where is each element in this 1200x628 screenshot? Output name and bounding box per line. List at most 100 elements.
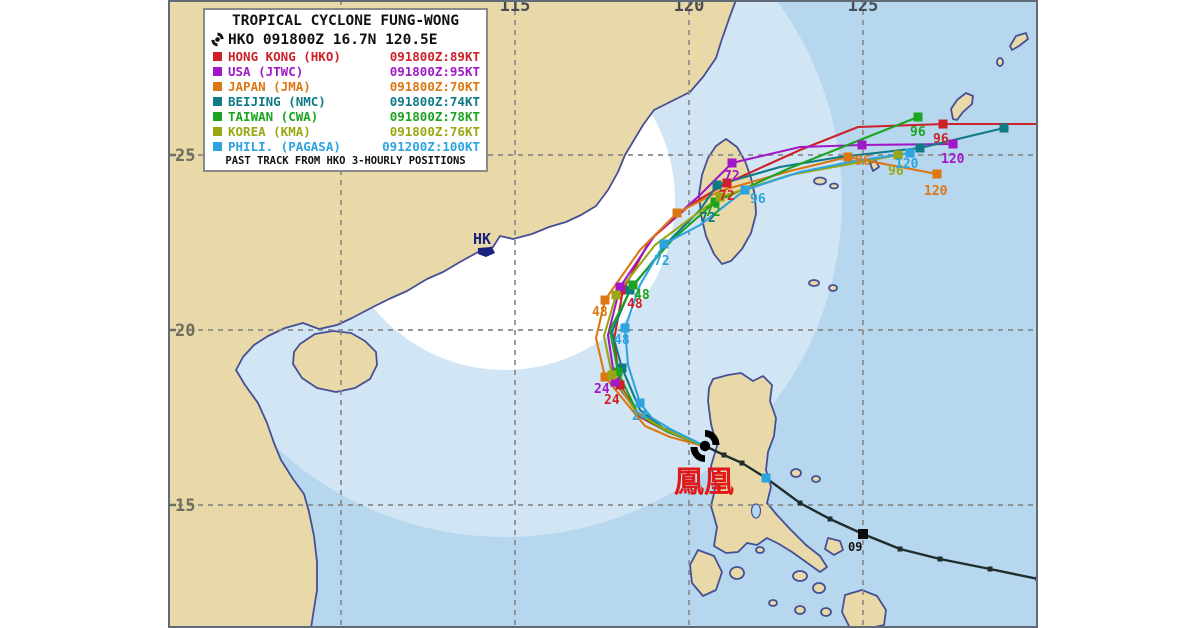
track-hour-label-CWA: 96 [910, 125, 926, 140]
legend-agency-name: USA (JTWC) [228, 64, 304, 79]
island [729, 566, 745, 580]
legend-box: TROPICAL CYCLONE FUNG-WONG HKO 091800Z 1… [203, 8, 488, 172]
island [996, 57, 1004, 67]
track-hour-label-JTWC: 24 [594, 382, 610, 397]
track-marker-HKO [615, 380, 625, 390]
track-marker-HKO [938, 119, 948, 129]
track-marker-PAGASA [620, 323, 630, 333]
track-marker-NMC [712, 180, 722, 190]
legend-agency-name: PHILI. (PAGASA) [228, 139, 341, 154]
legend-agency-value: 091200Z:100KT [382, 139, 480, 154]
track-hour-label-PAGASA: 48 [614, 333, 630, 348]
track-hour-label-PAGASA: 24 [632, 409, 648, 424]
land-samar [841, 589, 887, 628]
island [828, 284, 838, 292]
svg-text:115: 115 [500, 0, 531, 16]
legend-row-3: BEIJING (NMC) 091800Z:74KT [211, 94, 480, 109]
legend-agency-name: HONG KONG (HKO) [228, 49, 341, 64]
track-line-KMA [602, 153, 899, 448]
legend-agency-name: KOREA (KMA) [228, 124, 311, 139]
island [812, 582, 826, 594]
storm-name-chinese: 鳳凰 [674, 465, 734, 500]
legend-agency-value: 091800Z:89KT [389, 49, 480, 64]
legend-row-2: JAPAN (JMA) 091800Z:70KT [211, 79, 480, 94]
island [811, 475, 821, 483]
legend-row-6: PHILI. (PAGASA) 091200Z:100KT [211, 139, 480, 154]
track-marker-NMC [625, 285, 635, 295]
legend-row-4: TAIWAN (CWA) 091800Z:78KT [211, 109, 480, 124]
track-marker-KMA [893, 150, 903, 160]
track-hour-label-PAGASA: 120 [895, 157, 919, 172]
track-hour-label-HKO: 48 [627, 297, 643, 312]
track-marker-PAGASA [761, 473, 771, 483]
track-marker-PAGASA [635, 398, 645, 408]
legend-position-text: HKO 091800Z 16.7N 120.5E [228, 31, 438, 48]
track-marker-CWA [628, 280, 638, 290]
legend-agency-name: JAPAN (JMA) [228, 79, 311, 94]
track-marker-CWA [613, 367, 623, 377]
track-marker-JTWC [615, 282, 625, 292]
legend-swatch-icon [213, 82, 222, 91]
island [755, 546, 765, 554]
track-hour-label-JTWC: 120 [941, 152, 965, 167]
legend-agency-value: 091800Z:74KT [389, 94, 480, 109]
track-hour-label-JTWC: 72 [724, 169, 740, 184]
island-ishigaki [829, 182, 839, 190]
typhoon-symbol-icon [211, 32, 224, 47]
svg-text:15: 15 [175, 496, 195, 516]
track-hour-label-PAGASA: 72 [654, 254, 670, 269]
legend-agency-value: 091800Z:70KT [389, 79, 480, 94]
legend-position-line: HKO 091800Z 16.7N 120.5E [211, 30, 480, 49]
track-marker-PAGASA [740, 185, 750, 195]
track-marker-JTWC [610, 377, 620, 387]
island [820, 607, 832, 617]
hk-label: HK [473, 230, 491, 248]
legend-swatch-icon [213, 67, 222, 76]
track-hour-label-CWA: 48 [634, 288, 650, 303]
island [768, 599, 778, 607]
legend-row-5: KOREA (KMA) 091800Z:76KT [211, 124, 480, 139]
track-marker-KMA [611, 290, 621, 300]
hk-landmark [478, 247, 495, 257]
legend-swatch-icon [213, 97, 222, 106]
track-marker-NMC [999, 123, 1009, 133]
track-hour-label-HKO: 96 [933, 132, 949, 147]
forecast-tracks: 2448729624721204896120724872969624487296… [592, 112, 1038, 483]
legend-footnote: PAST TRACK FROM HKO 3-HOURLY POSITIONS [225, 155, 466, 167]
island [808, 279, 820, 287]
track-hour-label-CWA: 72 [705, 205, 721, 220]
track-marker-JTWC [948, 139, 958, 149]
track-marker-JTWC [857, 140, 867, 150]
svg-text:120: 120 [674, 0, 705, 16]
track-line-JMA [594, 155, 938, 449]
track-marker-JMA [672, 208, 682, 218]
legend-agency-value: 091800Z:76KT [389, 124, 480, 139]
land-luzon [707, 372, 828, 573]
island-okinawa [950, 92, 974, 121]
map-labels: HK 鳳凰 [473, 230, 734, 500]
track-hour-label-JMA: 48 [592, 305, 608, 320]
legend-agency-value: 091800Z:78KT [389, 109, 480, 124]
lake [750, 503, 762, 519]
svg-text:20: 20 [175, 321, 195, 341]
legend-agency-rows: HONG KONG (HKO) 091800Z:89KT USA (JTWC) 091… [211, 49, 480, 154]
track-marker-JTWC [727, 158, 737, 168]
island-amami [1009, 32, 1029, 51]
legend-title: TROPICAL CYCLONE FUNG-WONG [232, 13, 459, 29]
legend-swatch-icon [213, 112, 222, 121]
legend-swatch-icon [213, 52, 222, 61]
legend-agency-value: 091800Z:95KT [389, 64, 480, 79]
land-hainan [292, 330, 378, 393]
track-marker-KMA [715, 192, 725, 202]
svg-text:25: 25 [175, 146, 195, 166]
island [794, 605, 806, 615]
svg-text:09: 09 [848, 540, 862, 554]
track-hour-label-KMA: 96 [888, 164, 904, 179]
legend-agency-name: TAIWAN (CWA) [228, 109, 319, 124]
track-marker-JMA [932, 169, 942, 179]
island [792, 570, 808, 582]
track-hour-label-HKO: 24 [604, 393, 620, 408]
land-catanduanes [824, 537, 844, 556]
track-marker-JMA [600, 372, 610, 382]
